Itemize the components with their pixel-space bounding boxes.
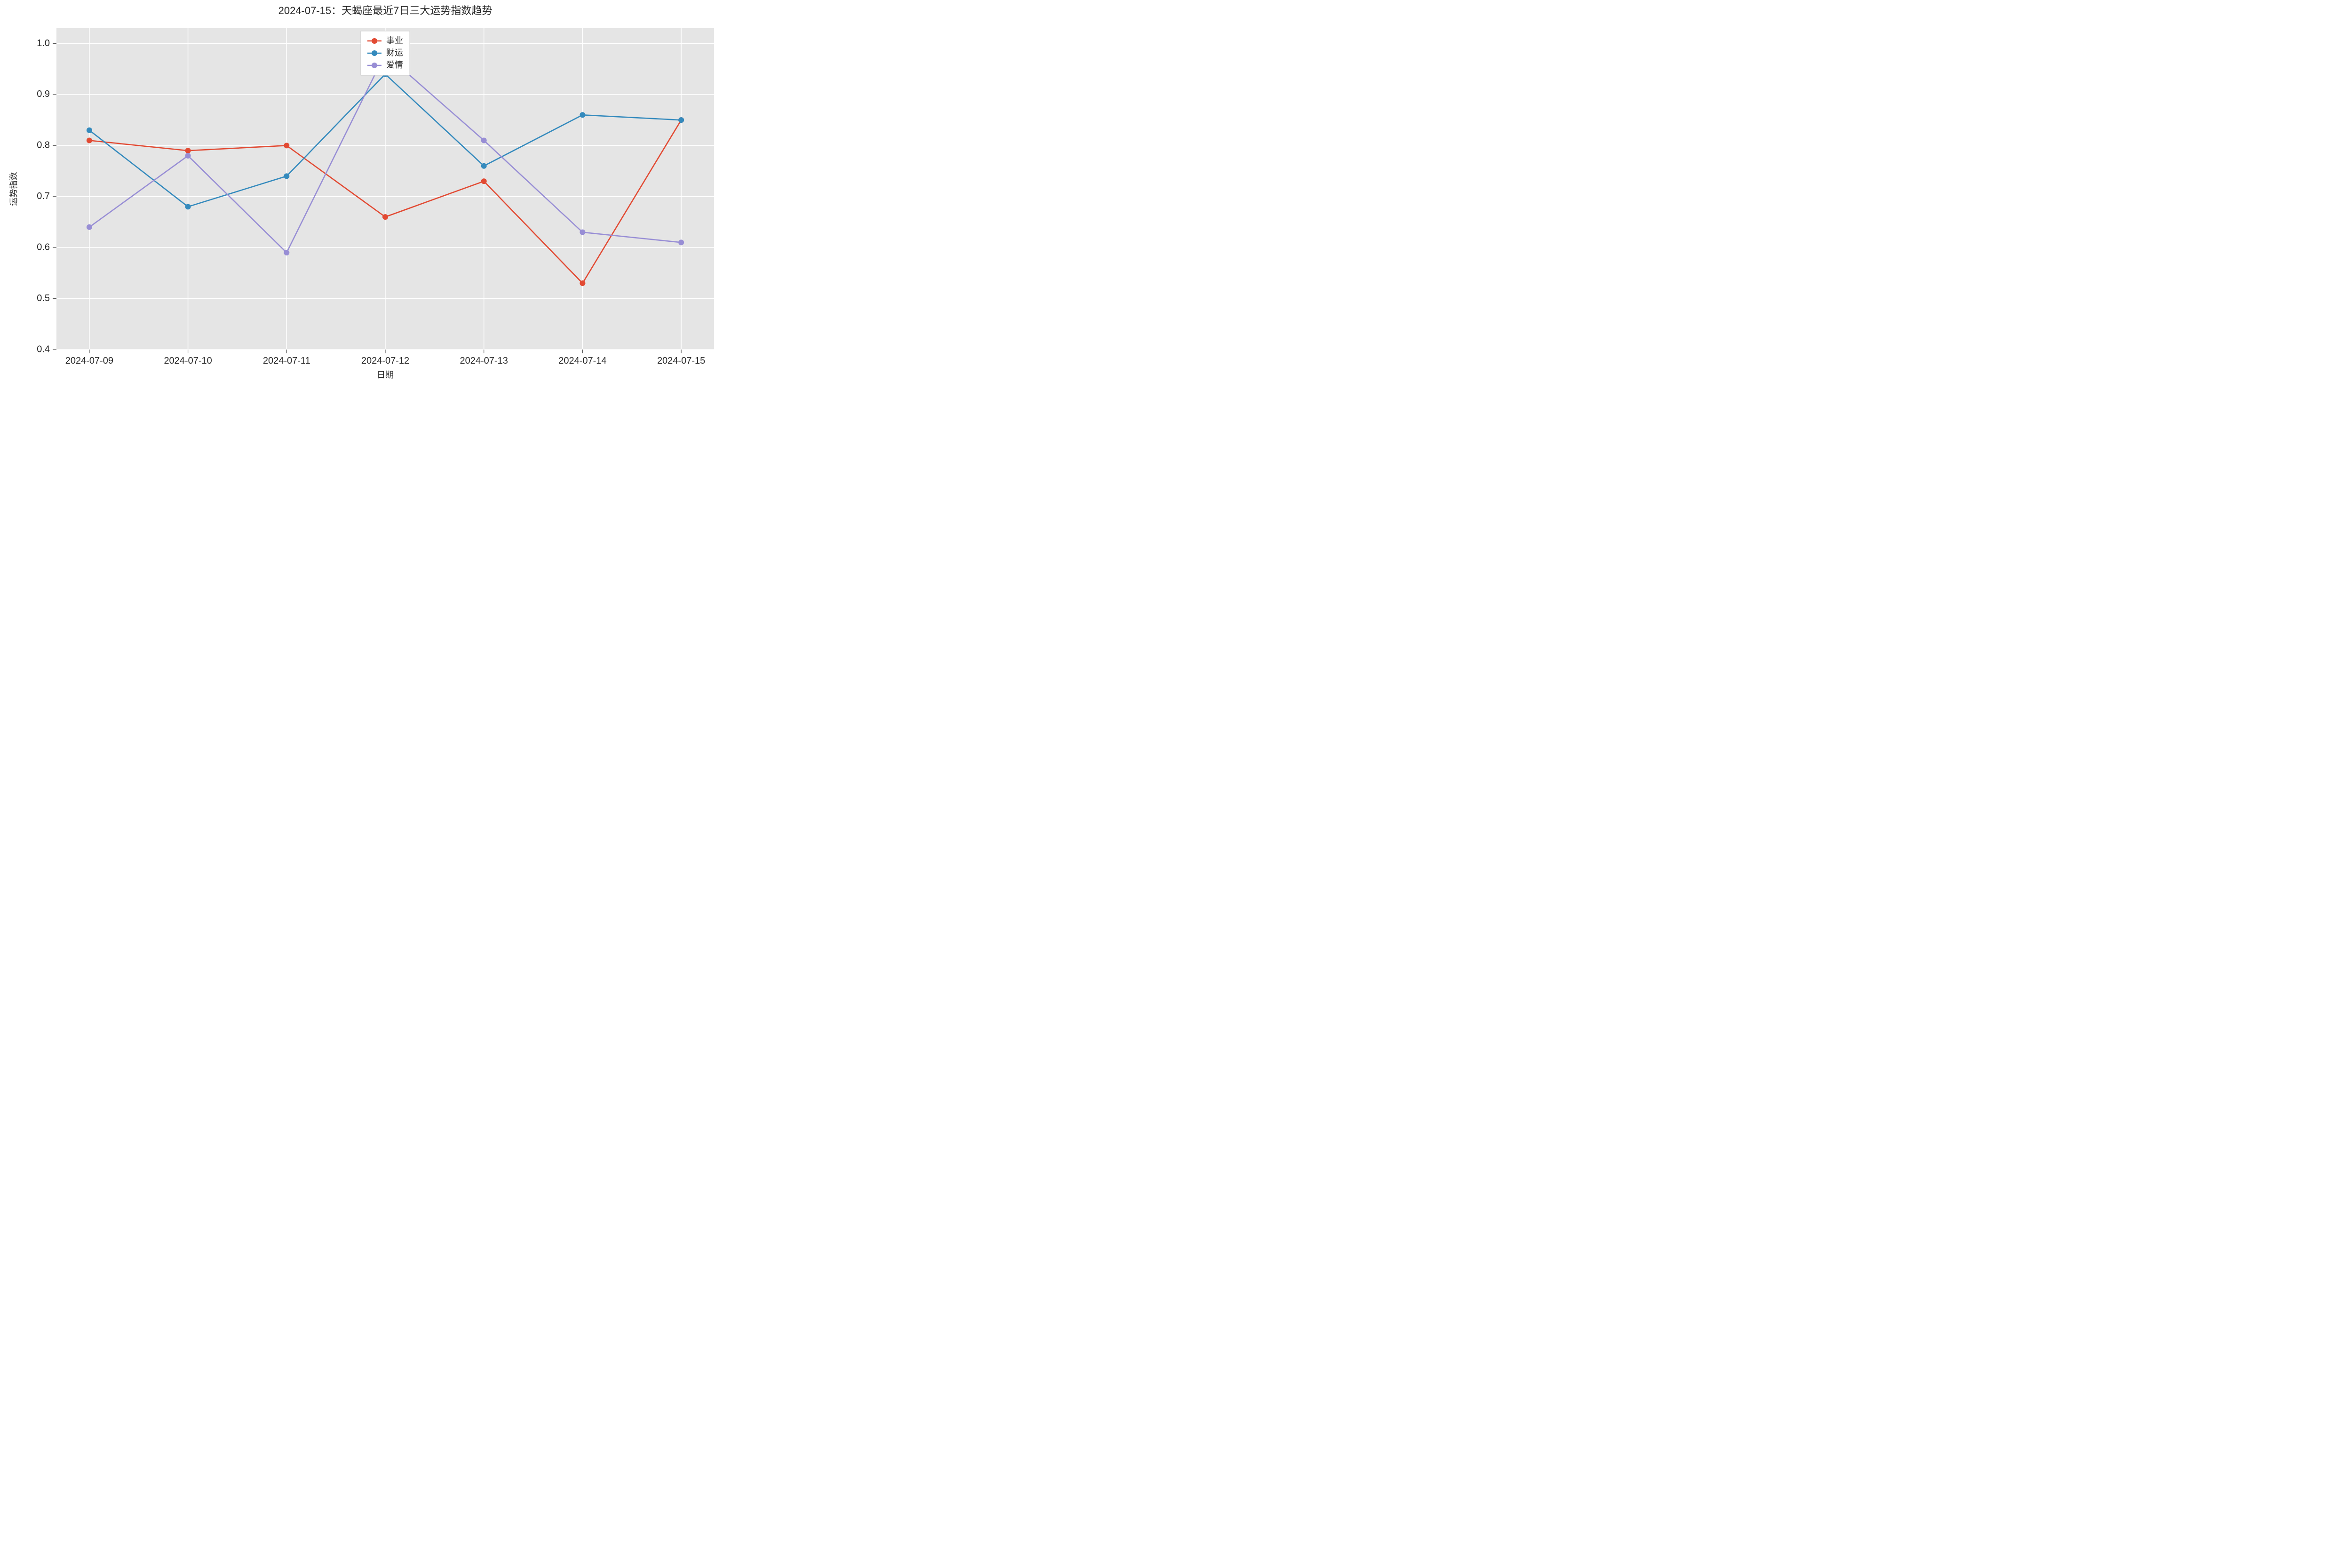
legend-label: 事业	[386, 36, 403, 45]
series-marker	[580, 112, 585, 118]
svg-text:0.5: 0.5	[37, 293, 50, 303]
chart-svg: 0.4 0.5 0.6 0.7 0.8 0.9 1.0 2024-07-09 2024-07-1…	[0, 0, 728, 392]
series-marker	[87, 138, 92, 143]
series-marker	[382, 214, 388, 220]
series-marker	[87, 127, 92, 133]
svg-text:2024-07-12: 2024-07-12	[361, 356, 409, 366]
svg-text:2024-07-13: 2024-07-13	[460, 356, 508, 366]
legend-marker	[372, 63, 377, 68]
legend-label: 爱情	[386, 60, 403, 70]
fortune-trend-chart: 0.4 0.5 0.6 0.7 0.8 0.9 1.0 2024-07-09 2024-07-1…	[0, 0, 728, 392]
series-marker	[678, 239, 684, 245]
svg-text:0.7: 0.7	[37, 191, 50, 201]
series-marker	[284, 173, 289, 179]
legend-marker	[372, 38, 377, 44]
svg-text:1.0: 1.0	[37, 38, 50, 48]
series-marker	[284, 143, 289, 148]
series-marker	[87, 224, 92, 230]
series-marker	[185, 153, 191, 159]
series-marker	[284, 250, 289, 255]
svg-text:0.4: 0.4	[37, 344, 50, 354]
y-axis-label: 运势指数	[9, 172, 18, 206]
chart-title: 2024-07-15：天蝎座最近7日三大运势指数趋势	[278, 5, 493, 16]
svg-text:0.6: 0.6	[37, 242, 50, 252]
series-marker	[185, 204, 191, 209]
svg-text:2024-07-09: 2024-07-09	[65, 356, 113, 366]
series-marker	[580, 280, 585, 286]
legend-marker	[372, 50, 377, 56]
series-marker	[481, 163, 487, 169]
svg-text:2024-07-11: 2024-07-11	[263, 356, 310, 366]
svg-text:0.8: 0.8	[37, 140, 50, 151]
svg-text:2024-07-10: 2024-07-10	[164, 356, 212, 366]
x-axis-label: 日期	[377, 370, 394, 380]
svg-text:2024-07-14: 2024-07-14	[558, 356, 606, 366]
series-marker	[481, 178, 487, 184]
series-marker	[580, 230, 585, 235]
series-marker	[678, 117, 684, 123]
series-marker	[481, 138, 487, 143]
legend-label: 财运	[386, 48, 403, 57]
svg-text:0.9: 0.9	[37, 89, 50, 99]
svg-text:2024-07-15: 2024-07-15	[657, 356, 705, 366]
legend: 事业财运爱情	[361, 31, 410, 75]
series-marker	[185, 148, 191, 153]
